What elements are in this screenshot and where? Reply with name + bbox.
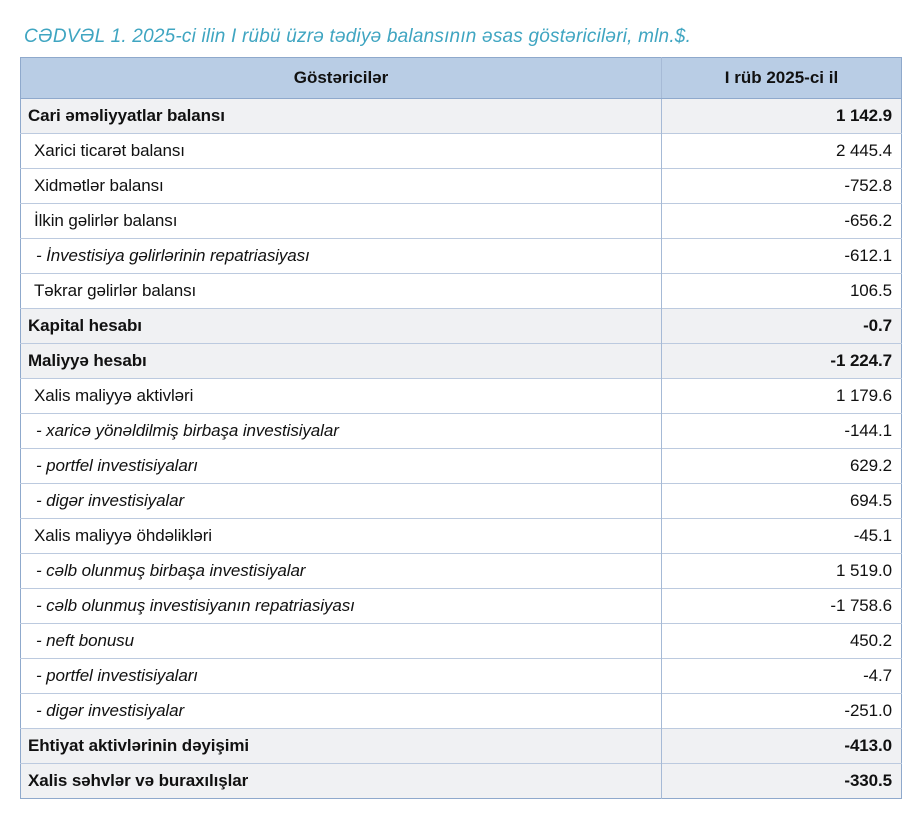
table-row: Xidmətlər balansı -752.8 bbox=[20, 168, 902, 204]
table-row: Təkrar gəlirlər balansı 106.5 bbox=[20, 273, 902, 309]
table-row: Xalis səhvlər və buraxılışlar -330.5 bbox=[20, 763, 902, 799]
table-row: Maliyyə hesabı -1 224.7 bbox=[20, 343, 902, 379]
table-row: - portfel investisiyaları -4.7 bbox=[20, 658, 902, 694]
table-header: Göstəricilər I rüb 2025-ci il bbox=[20, 57, 902, 99]
report-page: CƏDVƏL 1. 2025-ci ilin I rübü üzrə tədiy… bbox=[20, 26, 902, 799]
column-header-period: I rüb 2025-ci il bbox=[661, 57, 902, 99]
table-body: Cari əməliyyatlar balansı 1 142.9 Xarici… bbox=[20, 98, 902, 799]
row-label: - portfel investisiyaları bbox=[20, 448, 662, 484]
table-row: Xalis maliyyə öhdəlikləri -45.1 bbox=[20, 518, 902, 554]
row-label: Maliyyə hesabı bbox=[20, 343, 662, 379]
row-value: -0.7 bbox=[661, 308, 902, 344]
row-value: 1 142.9 bbox=[661, 98, 902, 134]
row-label: - İnvestisiya gəlirlərinin repatriasiyas… bbox=[20, 238, 662, 274]
row-label: - digər investisiyalar bbox=[20, 693, 662, 729]
table-title: CƏDVƏL 1. 2025-ci ilin I rübü üzrə tədiy… bbox=[24, 26, 692, 47]
row-label: - xaricə yönəldilmiş birbaşa investisiya… bbox=[20, 413, 662, 449]
row-label: Xidmətlər balansı bbox=[20, 168, 662, 204]
row-value: -251.0 bbox=[661, 693, 902, 729]
row-value: 450.2 bbox=[661, 623, 902, 659]
table-row: İlkin gəlirlər balansı -656.2 bbox=[20, 203, 902, 239]
table-row: Cari əməliyyatlar balansı 1 142.9 bbox=[20, 98, 902, 134]
row-label: Kapital hesabı bbox=[20, 308, 662, 344]
row-value: 2 445.4 bbox=[661, 133, 902, 169]
table-row: - xaricə yönəldilmiş birbaşa investisiya… bbox=[20, 413, 902, 449]
row-value: 106.5 bbox=[661, 273, 902, 309]
row-label: Cari əməliyyatlar balansı bbox=[20, 98, 662, 134]
row-label: - digər investisiyalar bbox=[20, 483, 662, 519]
row-label: - cəlb olunmuş birbaşa investisiyalar bbox=[20, 553, 662, 589]
row-label: - portfel investisiyaları bbox=[20, 658, 662, 694]
row-label: Xalis maliyyə öhdəlikləri bbox=[20, 518, 662, 554]
table-row: Xalis maliyyə aktivləri 1 179.6 bbox=[20, 378, 902, 414]
table-row: - digər investisiyalar 694.5 bbox=[20, 483, 902, 519]
row-label: Xarici ticarət balansı bbox=[20, 133, 662, 169]
row-value: -612.1 bbox=[661, 238, 902, 274]
row-label: Xalis səhvlər və buraxılışlar bbox=[20, 763, 662, 799]
row-value: 629.2 bbox=[661, 448, 902, 484]
table-row: Kapital hesabı -0.7 bbox=[20, 308, 902, 344]
row-value: 694.5 bbox=[661, 483, 902, 519]
row-value: -752.8 bbox=[661, 168, 902, 204]
table-row: - portfel investisiyaları 629.2 bbox=[20, 448, 902, 484]
row-label: - cəlb olunmuş investisiyanın repatriasi… bbox=[20, 588, 662, 624]
row-value: 1 519.0 bbox=[661, 553, 902, 589]
table-row: - İnvestisiya gəlirlərinin repatriasiyas… bbox=[20, 238, 902, 274]
balance-of-payments-table: Göstəricilər I rüb 2025-ci il Cari əməli… bbox=[20, 57, 902, 799]
row-label: Ehtiyat aktivlərinin dəyişimi bbox=[20, 728, 662, 764]
row-value: -144.1 bbox=[661, 413, 902, 449]
row-label: Xalis maliyyə aktivləri bbox=[20, 378, 662, 414]
table-row: - digər investisiyalar -251.0 bbox=[20, 693, 902, 729]
row-label: İlkin gəlirlər balansı bbox=[20, 203, 662, 239]
table-row: Xarici ticarət balansı 2 445.4 bbox=[20, 133, 902, 169]
row-value: -1 224.7 bbox=[661, 343, 902, 379]
row-value: -330.5 bbox=[661, 763, 902, 799]
header-row: Göstəricilər I rüb 2025-ci il bbox=[20, 57, 902, 99]
row-value: -413.0 bbox=[661, 728, 902, 764]
row-value: 1 179.6 bbox=[661, 378, 902, 414]
row-value: -4.7 bbox=[661, 658, 902, 694]
table-row: Ehtiyat aktivlərinin dəyişimi -413.0 bbox=[20, 728, 902, 764]
row-value: -1 758.6 bbox=[661, 588, 902, 624]
row-label: - neft bonusu bbox=[20, 623, 662, 659]
row-label: Təkrar gəlirlər balansı bbox=[20, 273, 662, 309]
row-value: -656.2 bbox=[661, 203, 902, 239]
table-row: - neft bonusu 450.2 bbox=[20, 623, 902, 659]
table-row: - cəlb olunmuş investisiyanın repatriasi… bbox=[20, 588, 902, 624]
table-row: - cəlb olunmuş birbaşa investisiyalar 1 … bbox=[20, 553, 902, 589]
column-header-indicators: Göstəricilər bbox=[20, 57, 662, 99]
row-value: -45.1 bbox=[661, 518, 902, 554]
